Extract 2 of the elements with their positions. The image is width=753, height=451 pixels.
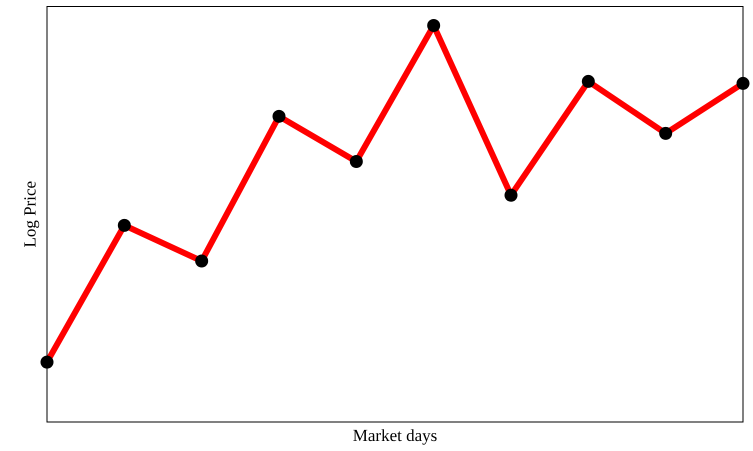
- x-axis-title: Market days: [352, 426, 438, 445]
- y-axis-title: Log Price: [20, 180, 40, 248]
